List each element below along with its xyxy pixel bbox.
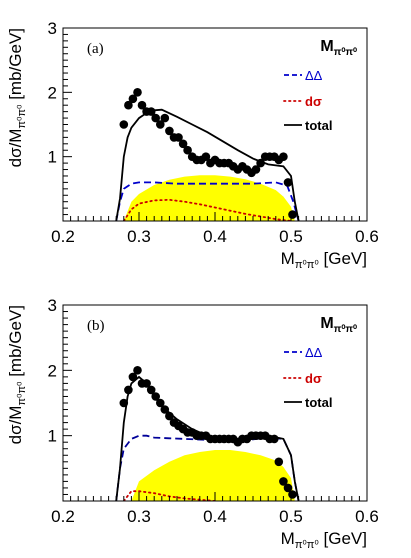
y-tick-label: 2 — [48, 83, 57, 102]
y-axis: 1 2 3 — [48, 19, 72, 222]
x-axis: 0.2 0.3 0.4 0.5 0.6 — [51, 212, 379, 246]
data-point-8 — [151, 113, 160, 123]
x-axis-title-sub: π⁰π⁰ — [295, 259, 320, 271]
legend-label-1: ΔΔ — [305, 345, 323, 360]
legend-label-2: dσ — [305, 371, 322, 386]
phase-space-fill — [123, 175, 295, 221]
legend-label-3: total — [305, 395, 332, 410]
x-tick-label: 0.5 — [279, 227, 303, 246]
data-point-1 — [119, 120, 129, 129]
data-point-8 — [151, 392, 160, 401]
data-point-7 — [146, 385, 156, 395]
data-points — [119, 366, 297, 499]
y-tick-label: 2 — [48, 361, 57, 380]
data-point-19 — [201, 152, 211, 161]
data-point-5 — [137, 100, 147, 110]
data-point-3 — [128, 94, 138, 104]
total-curve — [115, 108, 300, 221]
panel-title-main: M — [320, 315, 333, 332]
y-axis-title: dσ/Mπ⁰π⁰ [mb/GeV] — [6, 28, 28, 167]
data-point-13 — [174, 133, 183, 142]
x-tick-label: 0.5 — [279, 507, 303, 526]
data-point-14 — [178, 139, 188, 149]
y-tick-label: 3 — [48, 296, 57, 315]
data-point-31 — [256, 158, 265, 168]
y-axis-title-sub: π⁰π⁰ — [16, 104, 28, 129]
y-axis-title-main: dσ/M — [6, 129, 25, 168]
x-tick-label: 0.6 — [355, 227, 379, 246]
x-axis-title-main: M — [281, 249, 295, 268]
panel-title-sub: π⁰π⁰ — [334, 324, 357, 335]
x-tick-label: 0.4 — [203, 227, 227, 246]
data-point-37 — [283, 483, 293, 493]
legend: ΔΔ dσ total — [283, 68, 332, 133]
data-point-38 — [288, 210, 297, 219]
plot-area — [115, 88, 300, 221]
data-point-7 — [146, 107, 156, 116]
data-point-1 — [119, 398, 129, 408]
data-point-34 — [270, 434, 279, 444]
panel-title-main: M — [320, 38, 333, 55]
data-point-6 — [142, 379, 151, 388]
data-point-10 — [160, 405, 170, 414]
x-axis-title-unit: [GeV] — [319, 249, 367, 268]
y-axis: 1 2 3 — [48, 296, 72, 502]
legend-label-1: ΔΔ — [305, 68, 323, 83]
y-axis-title-main: dσ/M — [6, 406, 25, 445]
data-point-4 — [133, 366, 142, 375]
panel-label: (b) — [87, 318, 105, 334]
y-tick-label: 3 — [48, 19, 57, 38]
x-axis-title: Mπ⁰π⁰ [GeV] — [281, 529, 367, 551]
plot-area — [115, 366, 300, 501]
y-axis-title-sub: π⁰π⁰ — [16, 381, 28, 406]
total-curve — [115, 375, 300, 501]
panel-title: Mπ⁰π⁰ — [320, 315, 357, 335]
panel-label: (a) — [87, 41, 104, 57]
data-point-2 — [124, 100, 133, 110]
panel-title-sub: π⁰π⁰ — [334, 47, 357, 58]
x-tick-label: 0.4 — [203, 507, 227, 526]
data-point-11 — [165, 411, 174, 421]
legend: ΔΔ dσ total — [283, 345, 332, 410]
panel-title: Mπ⁰π⁰ — [320, 38, 357, 58]
x-tick-label: 0.3 — [127, 507, 151, 526]
data-point-36 — [279, 152, 288, 161]
y-tick-label: 1 — [48, 427, 57, 446]
y-tick-label: 1 — [48, 148, 57, 167]
data-point-11 — [165, 126, 174, 136]
phase-space-fill — [131, 450, 295, 501]
x-tick-label: 0.2 — [51, 507, 75, 526]
data-point-35 — [274, 457, 284, 467]
x-axis-title-main: M — [281, 529, 295, 548]
legend-label-2: dσ — [305, 94, 322, 109]
data-point-9 — [156, 120, 165, 129]
x-axis-title: Mπ⁰π⁰ [GeV] — [281, 249, 367, 271]
data-point-3 — [128, 372, 138, 382]
data-point-4 — [133, 88, 142, 97]
data-point-15 — [183, 145, 192, 155]
data-point-30 — [251, 165, 261, 174]
data-point-38 — [288, 490, 297, 499]
legend-label-3: total — [305, 118, 332, 133]
data-point-36 — [279, 477, 288, 486]
data-points — [119, 88, 297, 219]
x-axis-title-unit: [GeV] — [319, 529, 367, 548]
data-point-2 — [124, 385, 133, 395]
y-axis-title-unit: [mb/GeV] — [6, 305, 25, 382]
data-point-10 — [160, 113, 170, 123]
x-tick-label: 0.6 — [355, 507, 379, 526]
y-axis-title: dσ/Mπ⁰π⁰ [mb/GeV] — [6, 305, 28, 444]
delta-delta-curve — [115, 434, 300, 501]
x-tick-label: 0.3 — [127, 227, 151, 246]
data-point-9 — [156, 398, 165, 408]
data-point-37 — [283, 178, 293, 187]
y-axis-title-unit: [mb/GeV] — [6, 28, 25, 105]
x-axis: 0.2 0.3 0.4 0.5 0.6 — [51, 492, 379, 526]
x-axis-title-sub: π⁰π⁰ — [295, 539, 320, 551]
x-tick-label: 0.2 — [51, 227, 75, 246]
